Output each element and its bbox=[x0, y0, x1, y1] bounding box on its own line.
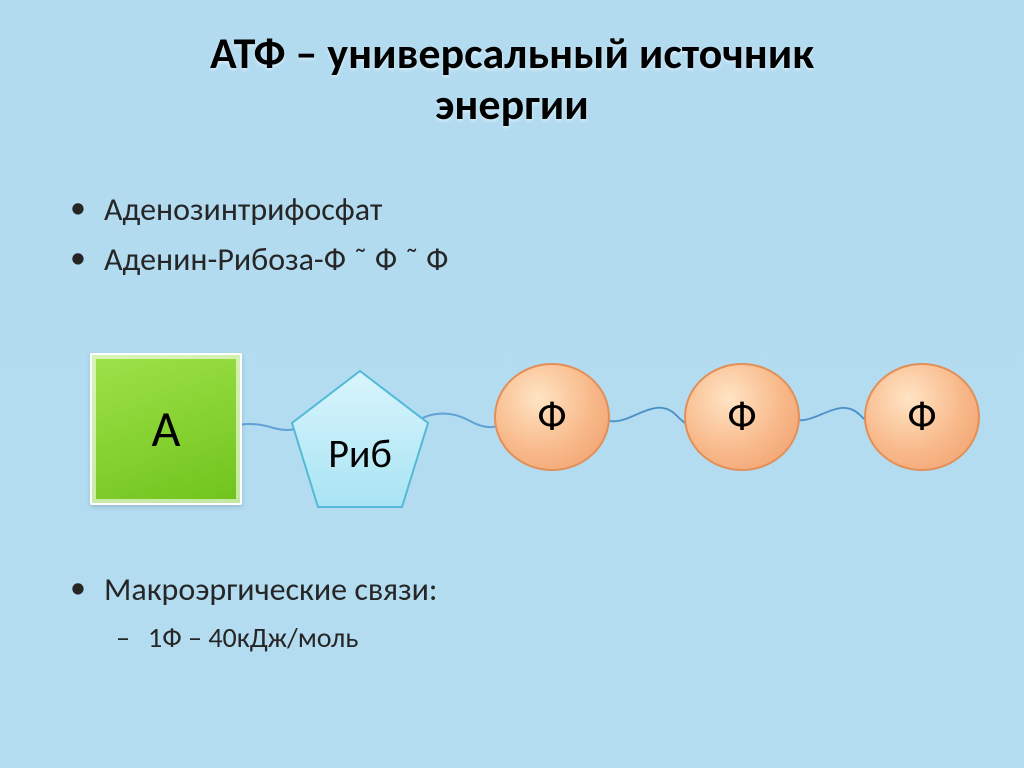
bullet-list-top: Аденозинтрифосфат Аденин-Рибоза-Ф ˜ Ф ˜ … bbox=[68, 190, 448, 290]
sub-bullet-item: 1Ф – 40кДж/моль bbox=[68, 620, 437, 655]
ribose-label: Риб bbox=[288, 429, 432, 478]
bullet-item: Аденин-Рибоза-Ф ˜ Ф ˜ Ф bbox=[68, 240, 448, 280]
bullet-item: Макроэргические связи: bbox=[68, 570, 437, 610]
slide-title: АТФ – универсальный источник энергии bbox=[0, 0, 1024, 129]
phosphate-3-label: Ф bbox=[866, 391, 978, 442]
slide: АТФ – универсальный источник энергии Аде… bbox=[0, 0, 1024, 768]
phosphate-3: Ф bbox=[864, 363, 980, 471]
bullet-item: Аденозинтрифосфат bbox=[68, 190, 448, 230]
adenine-label: А bbox=[92, 399, 240, 460]
phosphate-2: Ф bbox=[684, 363, 800, 471]
title-line-1: АТФ – универсальный источник bbox=[0, 28, 1024, 79]
phosphate-1-label: Ф bbox=[496, 391, 608, 442]
phosphate-2-label: Ф bbox=[686, 391, 798, 442]
adenine-block: А bbox=[90, 353, 242, 505]
title-line-2: энергии bbox=[0, 79, 1024, 130]
phosphate-1: Ф bbox=[494, 363, 610, 471]
bullet-list-bottom: Макроэргические связи: 1Ф – 40кДж/моль bbox=[68, 570, 437, 655]
atp-diagram: А Риб Ф Ф Ф bbox=[0, 315, 1024, 535]
ribose-block: Риб bbox=[288, 367, 432, 517]
